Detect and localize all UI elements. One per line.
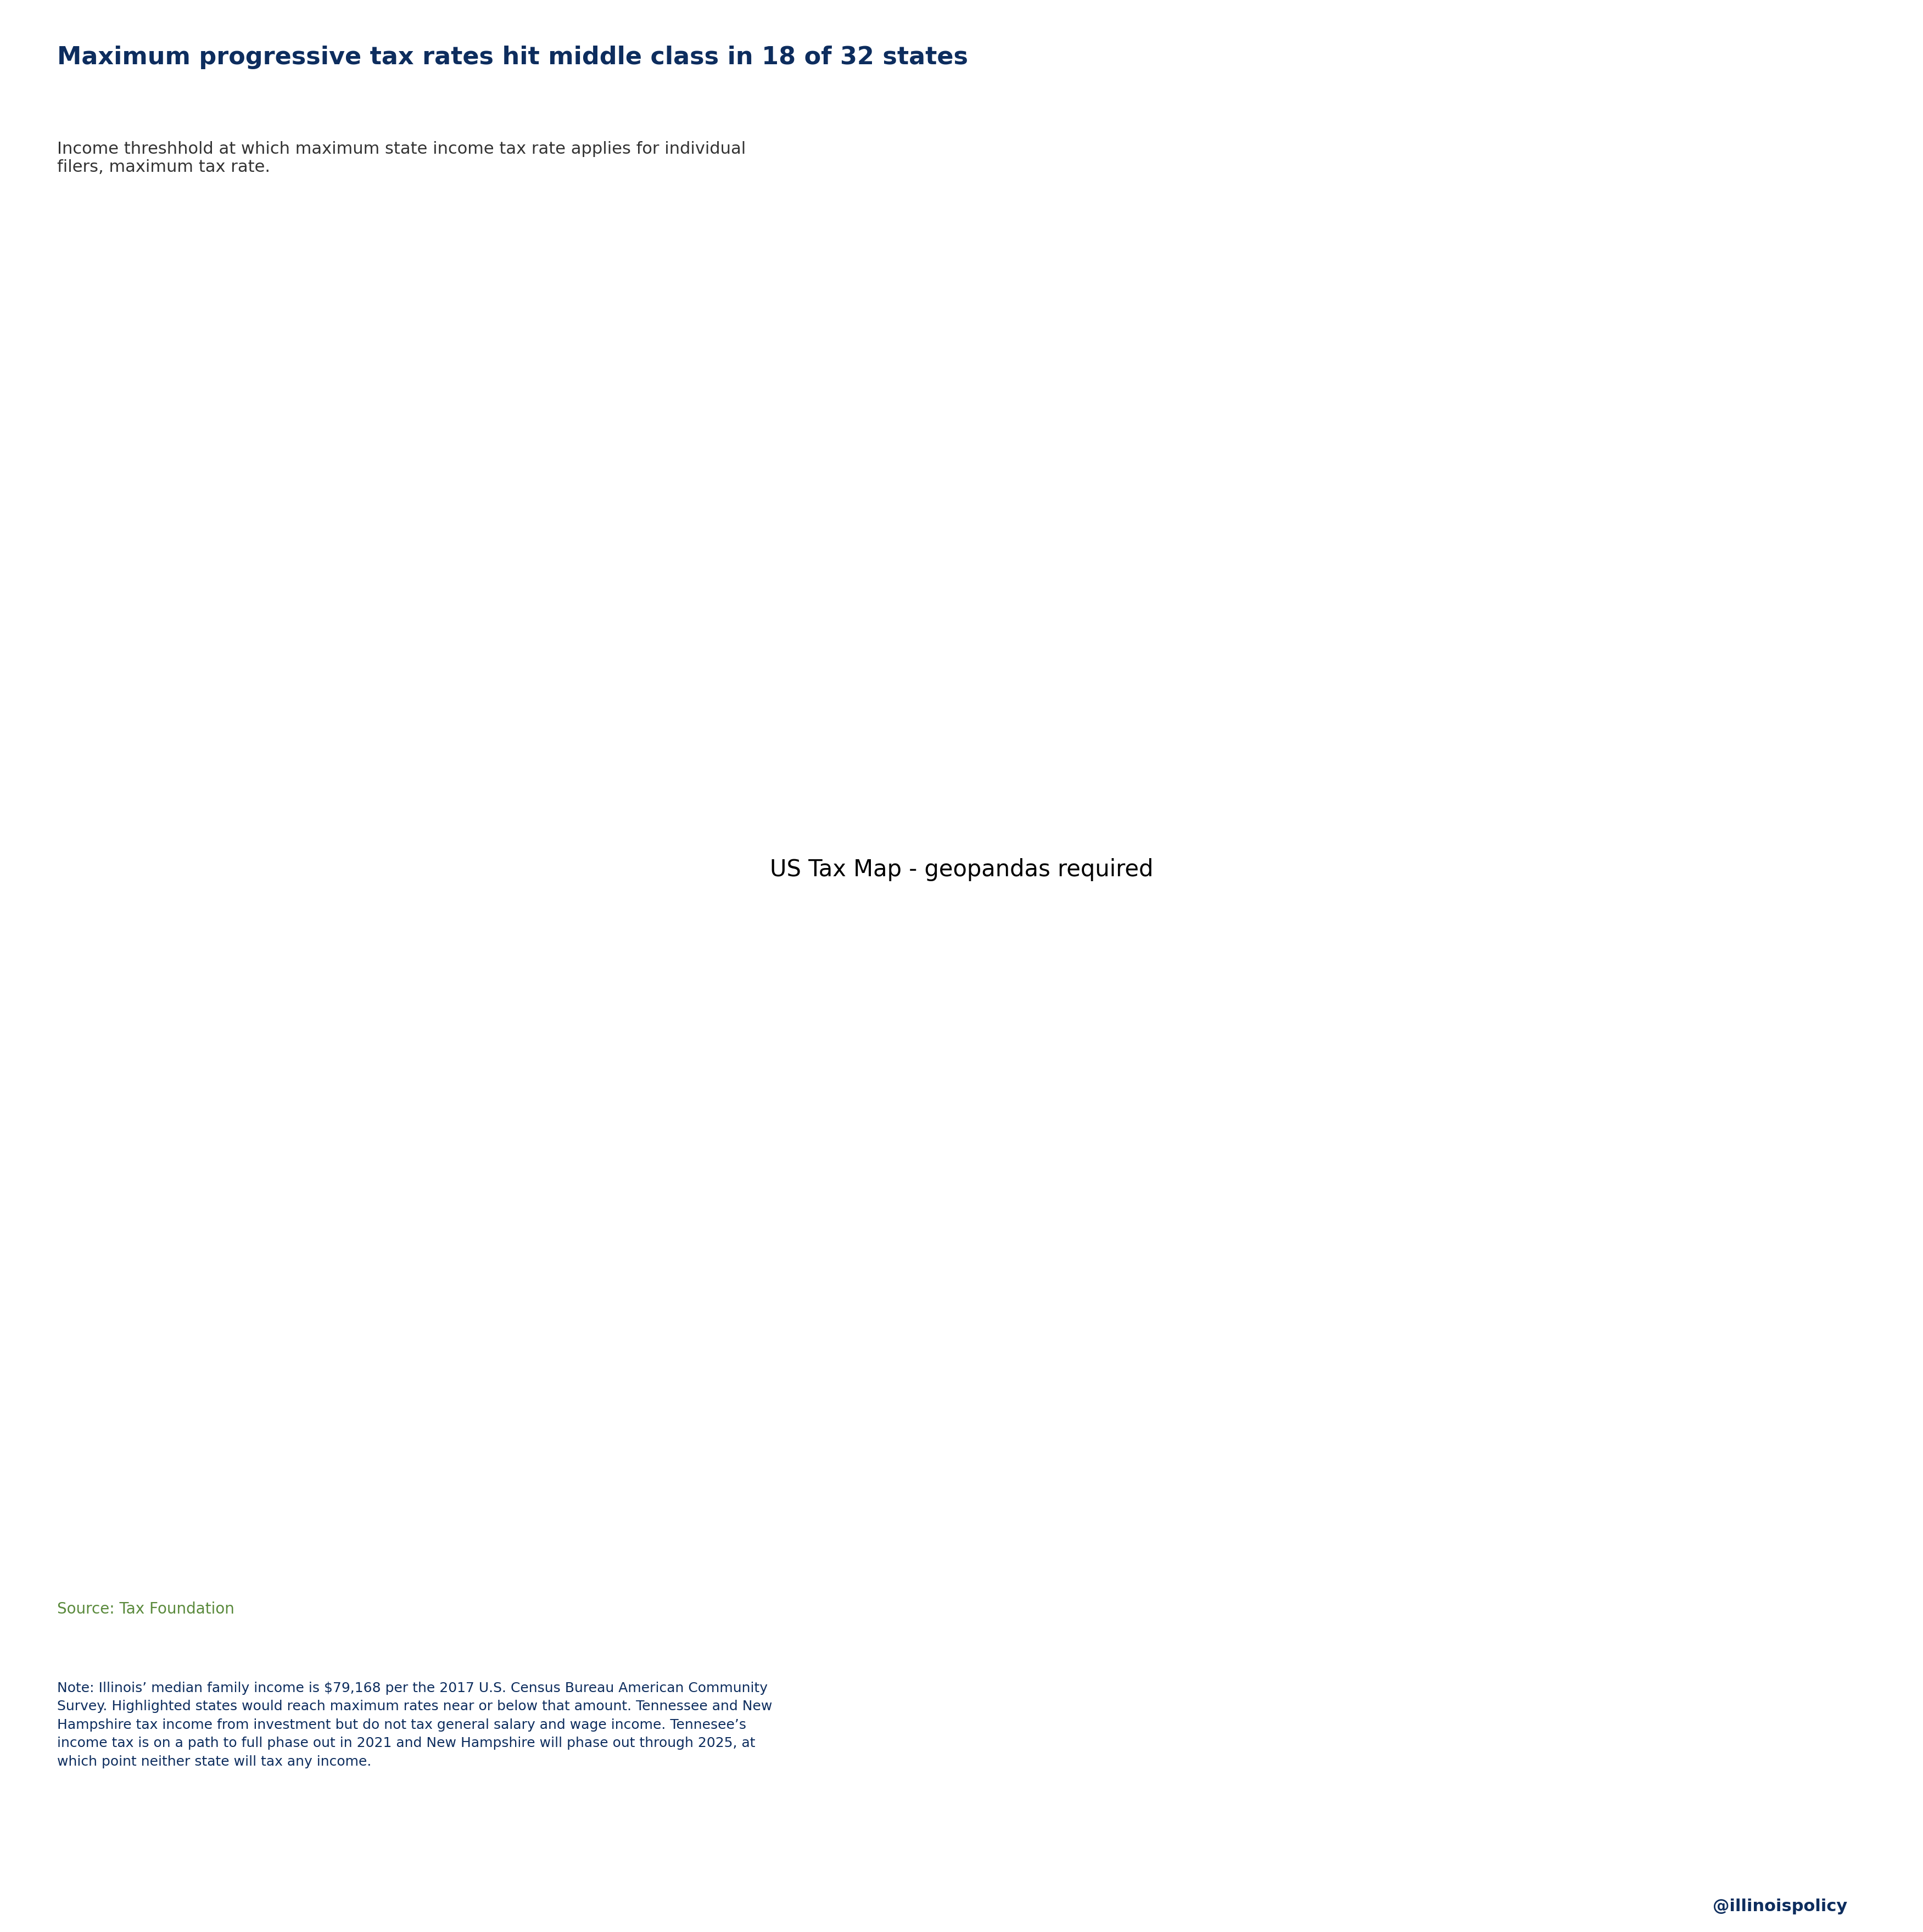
Text: Note: Illinois’ median family income is $79,168 per the 2017 U.S. Census Bureau : Note: Illinois’ median family income is … [58, 1681, 771, 1768]
Text: @illinoispolicy: @illinoispolicy [1713, 1899, 1848, 1915]
Text: Maximum progressive tax rates hit middle class in 18 of 32 states: Maximum progressive tax rates hit middle… [58, 44, 967, 70]
Text: US Tax Map - geopandas required: US Tax Map - geopandas required [769, 858, 1154, 881]
Text: Source: Tax Foundation: Source: Tax Foundation [58, 1602, 235, 1617]
Text: Income threshhold at which maximum state income tax rate applies for individual
: Income threshhold at which maximum state… [58, 141, 746, 176]
